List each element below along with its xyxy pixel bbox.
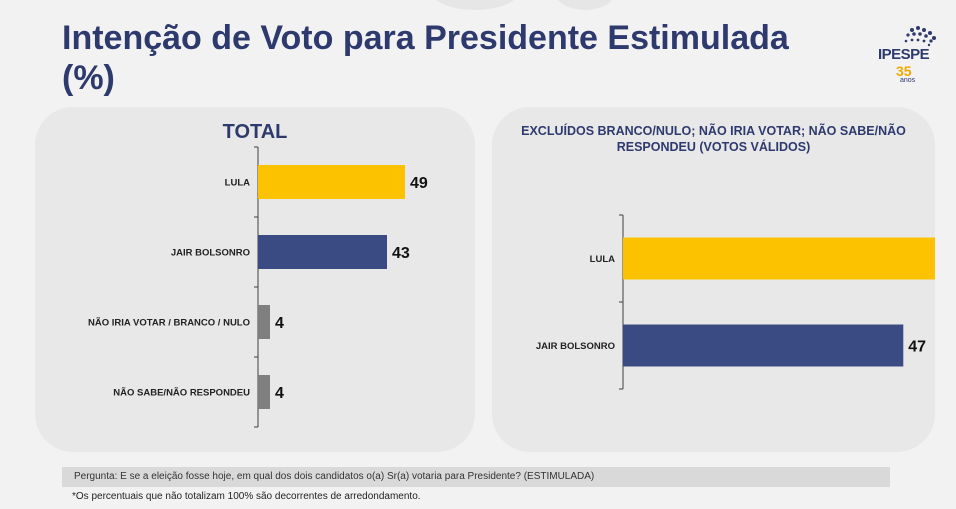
category-label: JAIR BOLSONRO	[536, 341, 615, 352]
ipespe-logo: IPESPE 35 anos	[872, 22, 944, 88]
data-label: 4	[275, 385, 284, 402]
logo-years: 35	[896, 63, 912, 79]
category-label: JAIR BOLSONRO	[171, 248, 250, 259]
dotted-globe-icon	[904, 26, 936, 47]
bar-1	[623, 324, 904, 367]
survey-question: Pergunta: E se a eleição fosse hoje, em …	[62, 467, 890, 487]
total-chart-title: TOTAL	[222, 121, 288, 143]
data-label: 49	[410, 175, 428, 192]
bar-1	[258, 235, 387, 269]
data-label: 4	[275, 315, 284, 332]
category-label: LULA	[590, 254, 615, 265]
valid-votes-chart-panel: EXCLUÍDOS BRANCO/NULO; NÃO IRIA VOTAR; N…	[492, 107, 935, 452]
background-decoration	[430, 0, 520, 10]
valid-votes-chart-title: EXCLUÍDOS BRANCO/NULO; NÃO IRIA VOTAR; N…	[521, 124, 906, 154]
page-title: Intenção de Voto para Presidente Estimul…	[62, 19, 789, 97]
data-label: 43	[392, 245, 410, 262]
category-label: NÃO SABE/NÃO RESPONDEU	[113, 388, 250, 399]
category-label: NÃO IRIA VOTAR / BRANCO / NULO	[88, 318, 250, 329]
rounding-footnote: *Os percentuais que não totalizam 100% s…	[72, 491, 421, 502]
total-chart-panel: TOTAL LULA 49 JAIR BOLSONRO 43 NÃO IRIA VOTA…	[35, 107, 475, 452]
bar-0	[623, 237, 935, 280]
bar-3	[258, 375, 270, 409]
logo-anos: anos	[900, 77, 916, 84]
bar-2	[258, 305, 270, 339]
data-label: 47	[908, 339, 926, 356]
total-bar-chart: LULA 49 JAIR BOLSONRO 43 NÃO IRIA VOTAR / BR…	[88, 146, 428, 428]
bar-0	[258, 165, 405, 199]
category-label: LULA	[225, 178, 250, 189]
background-decoration	[555, 0, 615, 10]
logo-word: IPESPE	[878, 46, 930, 63]
